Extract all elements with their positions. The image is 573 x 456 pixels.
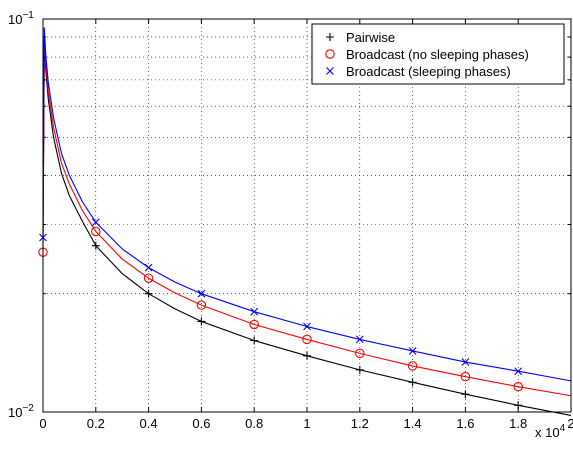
legend-box <box>311 23 565 85</box>
data-point <box>407 361 418 371</box>
data-point <box>513 381 523 392</box>
x-tick-label: 1.4 <box>404 416 422 431</box>
data-point <box>144 263 153 272</box>
legend-label: Broadcast (sleeping phases) <box>346 64 511 79</box>
legend: Pairwise Broadcast (no sleeping phases) Br… <box>311 23 565 85</box>
data-point <box>461 390 470 399</box>
data-point <box>460 371 471 382</box>
data-point <box>355 365 364 374</box>
data-point <box>514 367 523 376</box>
legend-marker <box>325 49 335 59</box>
y-tick-label-base: 10 <box>8 405 22 420</box>
data-point <box>144 289 153 298</box>
data-point <box>249 319 259 330</box>
series-line <box>42 27 572 382</box>
x-axis-multiplier-exponent: 4 <box>560 423 566 434</box>
series-layer <box>38 27 572 416</box>
data-point <box>355 335 364 344</box>
data-point <box>408 378 417 387</box>
x-tick-label: 1 <box>303 416 310 431</box>
legend-marker <box>326 67 334 75</box>
x-tick-label: 0.2 <box>87 416 105 431</box>
x-tick-label: 1.6 <box>456 416 474 431</box>
x-axis-multiplier: x 104 <box>535 423 566 440</box>
data-point <box>303 351 311 360</box>
y-tick-label-exponent: −1 <box>22 10 34 21</box>
series-line <box>42 38 572 416</box>
series-2 <box>38 36 572 397</box>
data-point <box>302 334 312 345</box>
data-point <box>355 348 365 359</box>
series-line <box>42 36 572 397</box>
y-tick-label-base: 10 <box>8 12 22 27</box>
y-tick-label-exponent: −2 <box>22 403 34 414</box>
y-tick-label: 10−2 <box>8 403 34 420</box>
data-point <box>91 226 101 237</box>
data-point <box>461 358 470 366</box>
data-point <box>197 317 206 326</box>
legend-label: Pairwise <box>346 30 395 45</box>
legend-marker <box>326 33 334 41</box>
x-tick-label: 2 <box>567 416 573 431</box>
data-point <box>408 347 417 355</box>
data-point <box>250 336 259 345</box>
x-axis-multiplier-base: x 10 <box>535 425 560 440</box>
data-point <box>91 241 100 250</box>
series-3 <box>39 27 572 382</box>
y-tick-label: 10−1 <box>8 10 34 27</box>
data-point <box>303 322 311 331</box>
data-point <box>197 289 206 298</box>
data-point <box>250 307 259 316</box>
legend-label: Broadcast (no sleeping phases) <box>346 47 529 62</box>
x-tick-label: 0.4 <box>140 416 158 431</box>
x-tick-label: 1.8 <box>509 416 527 431</box>
series-1 <box>42 38 572 416</box>
x-tick-label: 0.8 <box>245 416 263 431</box>
x-tick-label: 0 <box>39 416 46 431</box>
data-point <box>143 273 154 283</box>
data-point <box>91 218 100 227</box>
x-tick-label: 0.6 <box>192 416 210 431</box>
x-tick-label: 1.2 <box>351 416 369 431</box>
data-point <box>196 300 207 310</box>
